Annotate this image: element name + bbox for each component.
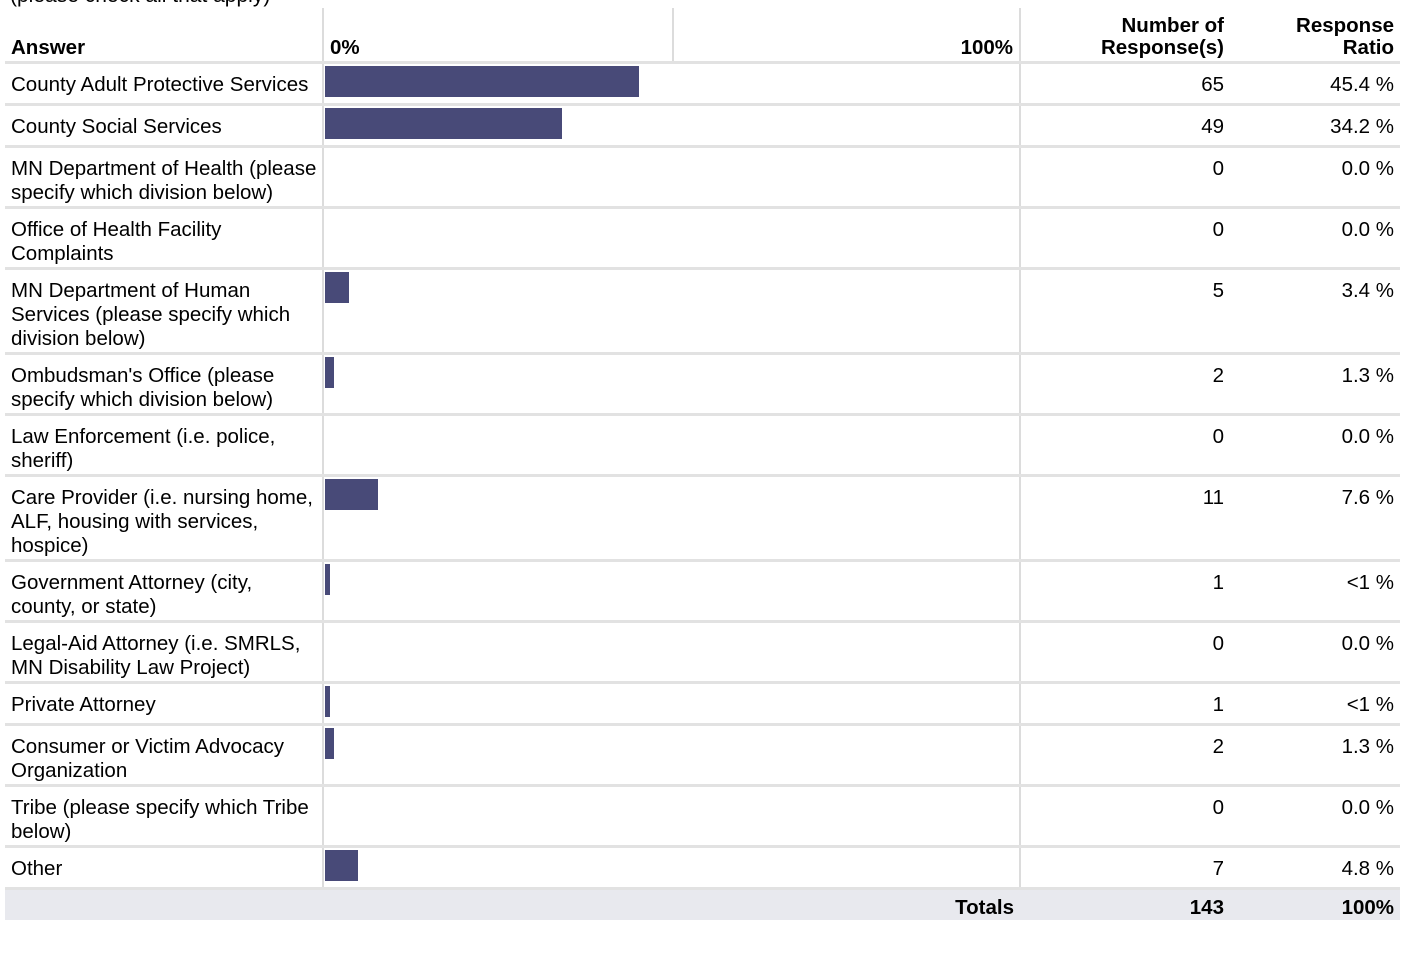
header-answer: Answer [5, 8, 323, 64]
results-table: Answer 0% 100% Number of Response(s) Res… [5, 8, 1400, 920]
row: County Adult Protective Services 65 45.4 % [5, 62, 1400, 106]
responses: 0 [1020, 785, 1230, 848]
answer: Tribe (please specify which Tribe below) [5, 785, 323, 848]
totals-row: Totals 143 100% [5, 888, 1400, 920]
row: Other 7 4.8 % [5, 846, 1400, 890]
responses: 65 [1020, 62, 1230, 106]
bar-cell [322, 475, 1021, 562]
responses: 7 [1020, 846, 1230, 890]
ratio: 0.0 % [1230, 146, 1400, 209]
ratio: 45.4 % [1230, 62, 1400, 106]
row: Office of Health Facility Complaints 0 0.0… [5, 207, 1400, 270]
bar-cell [322, 621, 1021, 684]
bar [325, 357, 334, 388]
bar [325, 686, 330, 717]
totals-pad [5, 888, 323, 920]
responses: 2 [1020, 353, 1230, 416]
bar-cell [322, 62, 1021, 106]
ratio: <1 % [1230, 560, 1400, 623]
bar-cell [322, 846, 1021, 890]
responses: 0 [1020, 207, 1230, 270]
ratio: <1 % [1230, 682, 1400, 726]
bar-cell [322, 104, 1021, 148]
bar-cell [322, 146, 1021, 209]
ratio: 1.3 % [1230, 724, 1400, 787]
answer: County Adult Protective Services [5, 62, 323, 106]
ratio: 0.0 % [1230, 414, 1400, 477]
answer: MN Department of Human Services (please … [5, 268, 323, 355]
responses: 1 [1020, 682, 1230, 726]
bar [325, 850, 359, 881]
answer: Law Enforcement (i.e. police, sheriff) [5, 414, 323, 477]
bar [325, 479, 378, 510]
totals-responses: 143 [1020, 888, 1230, 920]
bar [325, 564, 330, 595]
responses: 2 [1020, 724, 1230, 787]
row: Law Enforcement (i.e. police, sheriff) 0 0… [5, 414, 1400, 477]
bar-cell [322, 785, 1021, 848]
header-responses: Number of Response(s) [1020, 8, 1230, 64]
answer: Private Attorney [5, 682, 323, 726]
scale-max: 100% [673, 8, 1021, 64]
totals-ratio: 100% [1230, 888, 1400, 920]
answer: County Social Services [5, 104, 323, 148]
header-ratio: Response Ratio [1230, 8, 1400, 64]
answer: Ombudsman's Office (please specify which… [5, 353, 323, 416]
row: MN Department of Human Services (please … [5, 268, 1400, 355]
bar-cell [322, 353, 1021, 416]
row: County Social Services 49 34.2 % [5, 104, 1400, 148]
bar-cell [322, 560, 1021, 623]
bar-cell [322, 268, 1021, 355]
ratio: 34.2 % [1230, 104, 1400, 148]
bar [325, 728, 334, 759]
responses: 0 [1020, 621, 1230, 684]
answer: Government Attorney (city, county, or st… [5, 560, 323, 623]
answer: MN Department of Health (please specify … [5, 146, 323, 209]
row: Care Provider (i.e. nursing home, ALF, h… [5, 475, 1400, 562]
bar-cell [322, 207, 1021, 270]
table-body: Answer 0% 100% Number of Response(s) Res… [5, 8, 1400, 920]
row: Private Attorney 1 <1 % [5, 682, 1400, 726]
answer: Legal-Aid Attorney (i.e. SMRLS, MN Disab… [5, 621, 323, 684]
ratio: 3.4 % [1230, 268, 1400, 355]
scale-min: 0% [322, 8, 674, 64]
responses: 0 [1020, 146, 1230, 209]
ratio: 1.3 % [1230, 353, 1400, 416]
ratio: 0.0 % [1230, 207, 1400, 270]
bar [325, 108, 562, 139]
row: Legal-Aid Attorney (i.e. SMRLS, MN Disab… [5, 621, 1400, 684]
ratio: 0.0 % [1230, 785, 1400, 848]
row: MN Department of Health (please specify … [5, 146, 1400, 209]
row: Tribe (please specify which Tribe below)… [5, 785, 1400, 848]
answer: Other [5, 846, 323, 890]
responses: 5 [1020, 268, 1230, 355]
bar-cell [322, 414, 1021, 477]
header-row: Answer 0% 100% Number of Response(s) Res… [5, 8, 1400, 64]
bar-cell [322, 724, 1021, 787]
answer: Office of Health Facility Complaints [5, 207, 323, 270]
ratio: 7.6 % [1230, 475, 1400, 562]
responses: 0 [1020, 414, 1230, 477]
bar [325, 66, 640, 97]
row: Ombudsman's Office (please specify which… [5, 353, 1400, 416]
bar-cell [322, 682, 1021, 726]
row: Consumer or Victim Advocacy Organization… [5, 724, 1400, 787]
answer: Consumer or Victim Advocacy Organization [5, 724, 323, 787]
ratio: 0.0 % [1230, 621, 1400, 684]
row: Government Attorney (city, county, or st… [5, 560, 1400, 623]
responses: 1 [1020, 560, 1230, 623]
totals-label: Totals [323, 888, 1020, 920]
ratio: 4.8 % [1230, 846, 1400, 890]
responses: 49 [1020, 104, 1230, 148]
bar [325, 272, 349, 303]
answer: Care Provider (i.e. nursing home, ALF, h… [5, 475, 323, 562]
question-note: (please check all that apply) [10, 0, 270, 8]
responses: 11 [1020, 475, 1230, 562]
